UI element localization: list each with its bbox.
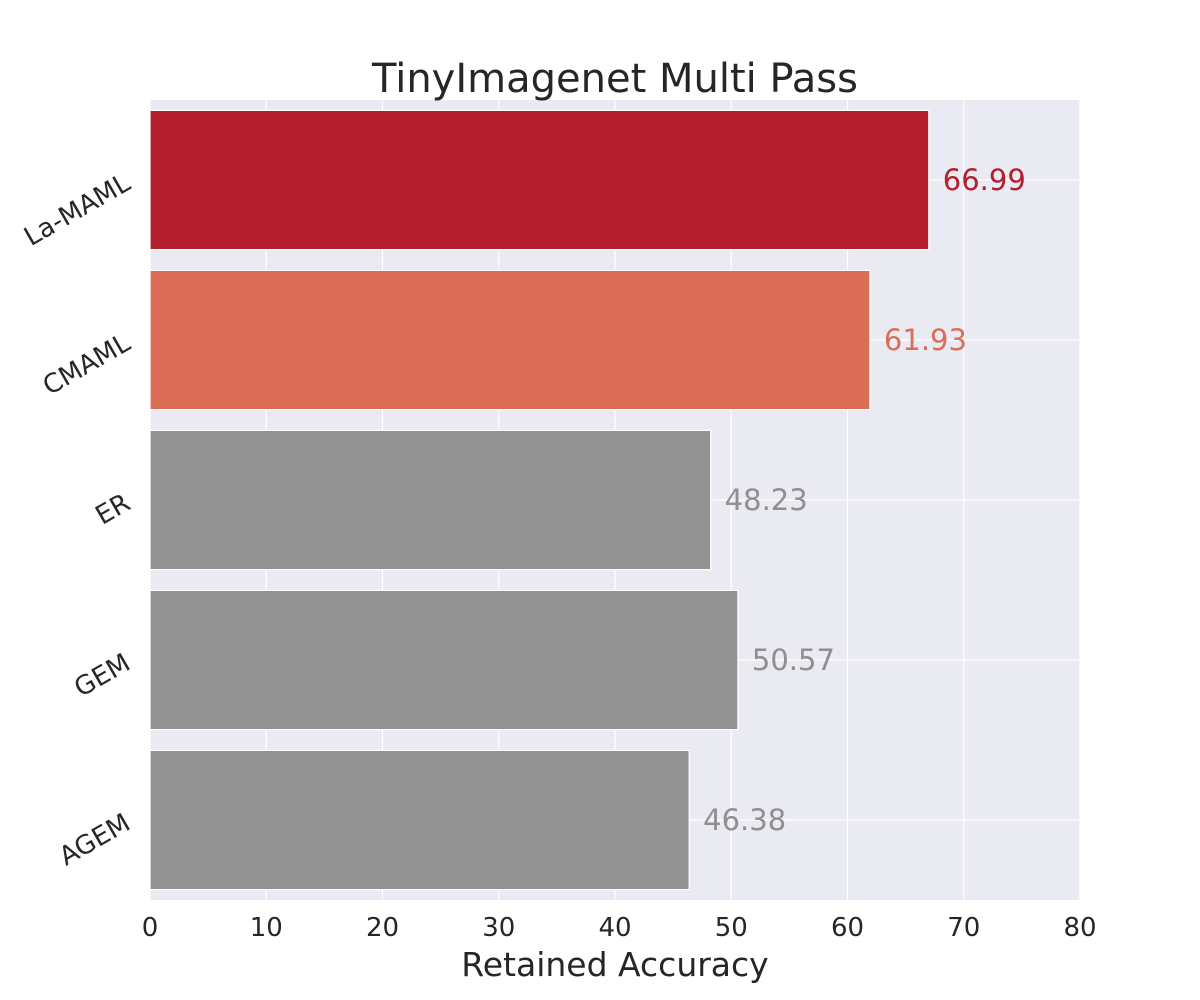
value-label-gem: 50.57 — [752, 643, 835, 677]
x-axis-ticks: 0 10 20 30 40 50 60 70 80 — [142, 913, 1097, 943]
y-tick-label: ER — [91, 488, 136, 531]
bar-agem — [149, 749, 690, 891]
x-tick-label: 20 — [366, 913, 399, 943]
x-tick-label: 40 — [598, 913, 631, 943]
value-label-agem: 46.38 — [703, 803, 786, 837]
y-tick-label: AGEM — [54, 808, 135, 872]
bar-la-maml — [149, 109, 930, 251]
x-axis-label: Retained Accuracy — [461, 945, 768, 984]
bars — [149, 109, 930, 891]
bar-er — [149, 429, 712, 571]
x-tick-label: 50 — [715, 913, 748, 943]
y-tick-label: GEM — [69, 648, 135, 703]
value-label-er: 48.23 — [725, 483, 808, 517]
x-tick-label: 30 — [482, 913, 515, 943]
x-tick-label: 60 — [831, 913, 864, 943]
y-axis-ticks: La-MAML CMAML ER GEM AGEM — [19, 168, 136, 872]
bar-cmaml — [149, 269, 871, 411]
value-label-la-maml: 66.99 — [943, 163, 1026, 197]
chart-title: TinyImagenet Multi Pass — [371, 56, 858, 102]
value-label-cmaml: 61.93 — [884, 323, 967, 357]
value-labels: 66.99 61.93 48.23 50.57 46.38 — [703, 163, 1026, 837]
x-tick-label: 0 — [142, 913, 159, 943]
x-tick-label: 10 — [250, 913, 283, 943]
y-tick-label: La-MAML — [19, 168, 136, 253]
bar-gem — [149, 589, 739, 731]
y-tick-label: CMAML — [38, 328, 136, 402]
x-tick-label: 80 — [1063, 913, 1096, 943]
x-tick-label: 70 — [947, 913, 980, 943]
